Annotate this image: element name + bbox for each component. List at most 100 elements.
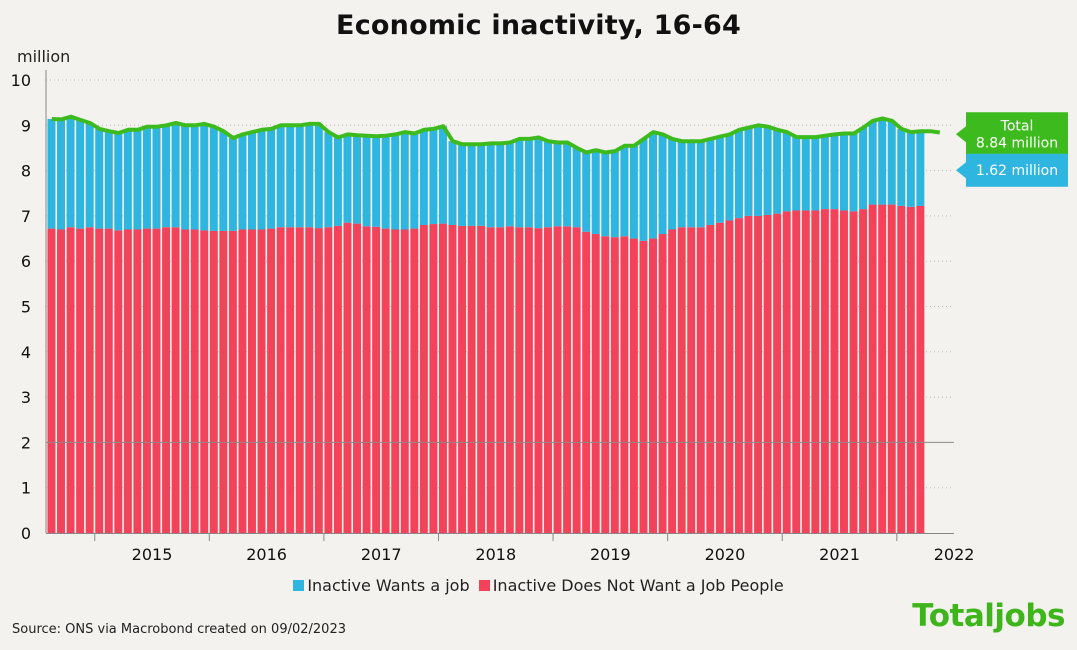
bar-not-want (181, 229, 190, 534)
bar-not-want (200, 230, 209, 533)
bar-not-want (668, 229, 677, 534)
legend-swatch-not-want (478, 580, 490, 591)
bar-not-want (152, 228, 161, 534)
bar-wants (696, 141, 705, 228)
bar-not-want (104, 228, 113, 534)
bar-not-want (257, 229, 266, 534)
bar-not-want (496, 227, 505, 533)
x-tick-label-2021: 2021 (819, 545, 860, 564)
bar-not-want (677, 227, 686, 533)
bar-wants (715, 136, 724, 223)
bar-not-want (582, 231, 591, 533)
bar-not-want (123, 229, 132, 534)
bar-wants (639, 138, 648, 241)
legend-label-wants: Inactive Wants a job (307, 576, 470, 595)
bar-wants (209, 126, 218, 231)
source-note: Source: ONS via Macrobond created on 09/… (12, 622, 346, 637)
bar-not-want (687, 227, 696, 533)
end-label-total-text-0: Total (1000, 119, 1034, 135)
bar-wants (114, 133, 123, 231)
legend: Inactive Wants a job Inactive Does Not W… (0, 576, 1077, 595)
bar-wants (782, 132, 791, 212)
bar-wants (95, 128, 104, 229)
bar-not-want (343, 222, 352, 533)
bar-not-want (734, 218, 743, 534)
x-tick-label-2018: 2018 (475, 545, 516, 564)
bar-not-want (524, 227, 533, 533)
bar-not-want (228, 230, 237, 533)
bar-not-want (477, 225, 486, 533)
bar-wants (687, 141, 696, 228)
bar-wants (725, 134, 734, 221)
brand-logo: Totaljobs (912, 598, 1065, 634)
bar-not-want (696, 227, 705, 533)
bar-wants (496, 143, 505, 228)
bar-not-want (400, 229, 409, 534)
bar-wants (515, 138, 524, 228)
bar-not-want (458, 225, 467, 533)
bar-not-want (419, 224, 428, 533)
bar-not-want (859, 209, 868, 534)
bar-not-want (324, 227, 333, 533)
x-tick-label-2020: 2020 (705, 545, 746, 564)
bar-wants (248, 132, 256, 230)
series-does-not-want-bars (47, 204, 925, 534)
total-line (51, 114, 941, 155)
bar-not-want (286, 227, 295, 533)
bar-wants (200, 123, 209, 231)
bar-wants (162, 125, 171, 228)
bar-wants (419, 129, 428, 225)
bar-wants (601, 152, 610, 237)
bar-wants (486, 143, 495, 228)
bar-wants (123, 129, 132, 230)
bar-not-want (142, 228, 151, 534)
bar-wants (238, 134, 247, 230)
bar-not-want (95, 228, 104, 534)
bar-wants (57, 119, 65, 230)
bar-wants (582, 152, 591, 232)
bar-not-want (610, 237, 619, 534)
bar-wants (754, 125, 763, 216)
total-line-group (51, 114, 941, 155)
bar-not-want (553, 226, 562, 533)
bar-wants (744, 127, 753, 216)
bar-not-want (295, 227, 304, 533)
bar-not-want (887, 204, 896, 533)
x-tick-label-2016: 2016 (246, 545, 287, 564)
bar-not-want (916, 205, 925, 533)
bar-not-want (725, 220, 734, 533)
bar-not-want (381, 228, 390, 534)
bar-not-want (878, 204, 887, 533)
y-axis-unit: million (17, 47, 70, 66)
bar-wants (104, 131, 113, 229)
bar-wants (477, 144, 486, 226)
bar-wants (658, 134, 667, 235)
end-label-total-text-1: 8.84 million (976, 136, 1058, 152)
bar-wants (133, 129, 142, 230)
bar-wants (897, 128, 906, 206)
bar-not-want (897, 205, 906, 533)
bar-not-want (362, 226, 371, 533)
bar-not-want (830, 209, 839, 534)
bar-wants (792, 137, 801, 211)
bar-wants (763, 126, 772, 215)
bar-not-want (658, 234, 667, 533)
bar-not-want (773, 213, 782, 533)
bar-not-want (601, 236, 610, 533)
bar-wants (668, 138, 677, 230)
bar-not-want (629, 238, 638, 534)
bar-wants (228, 137, 237, 231)
bar-not-want (505, 226, 514, 533)
bar-not-want (544, 227, 552, 533)
bar-wants (219, 131, 228, 231)
legend-item-not-want: Inactive Does Not Want a Job People (478, 576, 784, 595)
end-label-total-box (956, 112, 1068, 157)
bar-not-want (47, 228, 56, 534)
x-tick-label-2022: 2022 (934, 545, 975, 564)
bar-wants (286, 125, 295, 228)
end-label-wants-box (956, 153, 1068, 187)
bar-wants (706, 138, 715, 225)
